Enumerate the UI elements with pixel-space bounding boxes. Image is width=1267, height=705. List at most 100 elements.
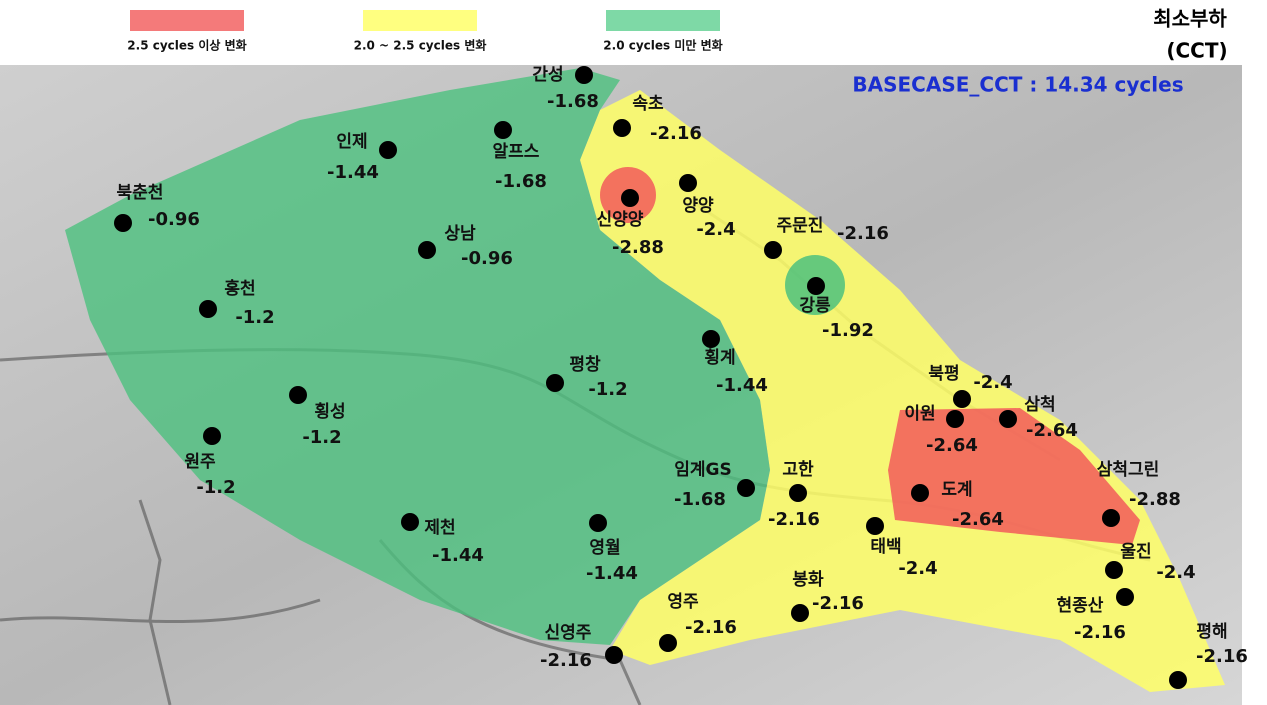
cct-change: -2.16 <box>540 650 592 671</box>
substation-name: 북평 <box>928 364 959 384</box>
substation-dot <box>418 241 436 259</box>
substation-name: 현종산 <box>1057 596 1104 616</box>
substation-dot <box>289 386 307 404</box>
substation-name: 태백 <box>870 537 901 557</box>
substation-name: 북춘천 <box>117 183 164 203</box>
substation-dot <box>789 484 807 502</box>
cct-change: -2.4 <box>696 219 735 240</box>
cct-change: -2.16 <box>685 617 737 638</box>
substation-name: 삼척그린 <box>1097 460 1160 480</box>
title: 최소부하 <box>1153 7 1227 31</box>
cct-change: -1.2 <box>196 477 235 498</box>
cct-change: -1.68 <box>674 489 726 510</box>
substation-dot <box>401 513 419 531</box>
cct-change: -2.88 <box>1129 489 1181 510</box>
title: (CCT) <box>1166 39 1227 63</box>
zone-green <box>65 68 770 645</box>
substation-dot <box>621 189 639 207</box>
cct-change: -1.44 <box>716 375 768 396</box>
substation-name: 횡성 <box>314 402 345 422</box>
cct-change: -1.92 <box>822 320 874 341</box>
substation-name: 도계 <box>941 480 972 500</box>
substation-name: 상남 <box>444 224 476 244</box>
legend-swatch <box>130 10 244 31</box>
substation-dot <box>764 241 782 259</box>
cct-change: -1.44 <box>586 563 638 584</box>
substation-name: 고한 <box>782 460 814 480</box>
nodes: 간성 -1.68 속초 -2.16 인제 -1.44 알프스 -1.68 북춘천 -0.96 신양양… <box>114 65 1248 689</box>
zone-yellow <box>580 90 1225 692</box>
cct-change: -2.64 <box>926 435 978 456</box>
substation-dot <box>613 119 631 137</box>
substation-dot <box>1169 671 1187 689</box>
cct-change: -2.4 <box>898 558 937 579</box>
cct-change: -2.64 <box>952 509 1004 530</box>
substation-dot <box>659 634 677 652</box>
legend-label: 2.0 ~ 2.5 cycles 변화 <box>354 38 487 53</box>
substation-dot <box>866 517 884 535</box>
substation-dot <box>791 604 809 622</box>
basecase-label: BASECASE_CCT : 14.34 cycles <box>852 73 1183 97</box>
legend: 2.5 cycles 이상 변화 2.0 ~ 2.5 cycles 변화 2.0 c… <box>127 10 723 53</box>
legend-label: 2.5 cycles 이상 변화 <box>127 38 246 53</box>
substation-dot <box>1102 509 1120 527</box>
substation-dot <box>1105 561 1123 579</box>
substation-name: 평해 <box>1196 622 1227 642</box>
substation-dot <box>1116 588 1134 606</box>
substation-name: 제천 <box>424 518 455 538</box>
substation-name: 평창 <box>569 355 601 375</box>
substation-dot <box>199 300 217 318</box>
substation-dot <box>605 646 623 664</box>
cct-change: -1.2 <box>235 307 274 328</box>
legend-label: 2.0 cycles 미만 변화 <box>603 38 722 53</box>
substation-name: 원주 <box>184 452 216 472</box>
substation-name: 신양양 <box>597 210 644 230</box>
substation-dot <box>589 514 607 532</box>
cct-change: -2.16 <box>650 123 702 144</box>
substation-name: 강릉 <box>799 296 831 316</box>
cct-change: -2.16 <box>768 509 820 530</box>
substation-dot <box>702 330 720 348</box>
substation-name: 주문진 <box>777 216 824 236</box>
cct-change: -1.44 <box>432 545 484 566</box>
substation-name: 울진 <box>1120 542 1151 562</box>
substation-dot <box>679 174 697 192</box>
substation-dot <box>911 484 929 502</box>
cct-change: -2.4 <box>1156 562 1195 583</box>
zone-red <box>888 408 1140 545</box>
substation-dot <box>575 66 593 84</box>
substation-name: 삼척 <box>1024 395 1055 415</box>
cct-change: -1.2 <box>588 379 627 400</box>
cct-change: -1.68 <box>547 91 599 112</box>
legend-swatch <box>363 10 477 31</box>
substation-dot <box>953 390 971 408</box>
substation-name: 인제 <box>336 132 367 152</box>
substation-name: 임계GS <box>674 459 731 480</box>
cct-change: -2.16 <box>837 223 889 244</box>
substation-dot <box>203 427 221 445</box>
substation-dot <box>494 121 512 139</box>
cct-change: -0.96 <box>148 209 200 230</box>
substation-dot <box>807 277 825 295</box>
substation-name: 영월 <box>589 538 620 558</box>
substation-dot <box>546 374 564 392</box>
legend-swatch <box>606 10 720 31</box>
cct-change: -0.96 <box>461 248 513 269</box>
substation-name: 신영주 <box>545 623 592 643</box>
substation-name: 횡계 <box>704 348 735 368</box>
substation-name: 알프스 <box>493 142 540 162</box>
cct-change: -1.2 <box>302 427 341 448</box>
substation-name: 양양 <box>682 196 714 216</box>
substation-name: 홍천 <box>224 278 255 299</box>
substation-name: 영주 <box>667 592 699 612</box>
cct-change: -2.4 <box>973 372 1012 393</box>
substation-name: 간성 <box>532 65 563 85</box>
substation-name: 속초 <box>632 94 664 114</box>
cct-change: -2.16 <box>812 593 864 614</box>
cct-change: -1.44 <box>327 162 379 183</box>
zones <box>65 68 1225 692</box>
substation-dot <box>379 141 397 159</box>
cct-change: -2.16 <box>1074 622 1126 643</box>
cct-change: -2.88 <box>612 237 664 258</box>
